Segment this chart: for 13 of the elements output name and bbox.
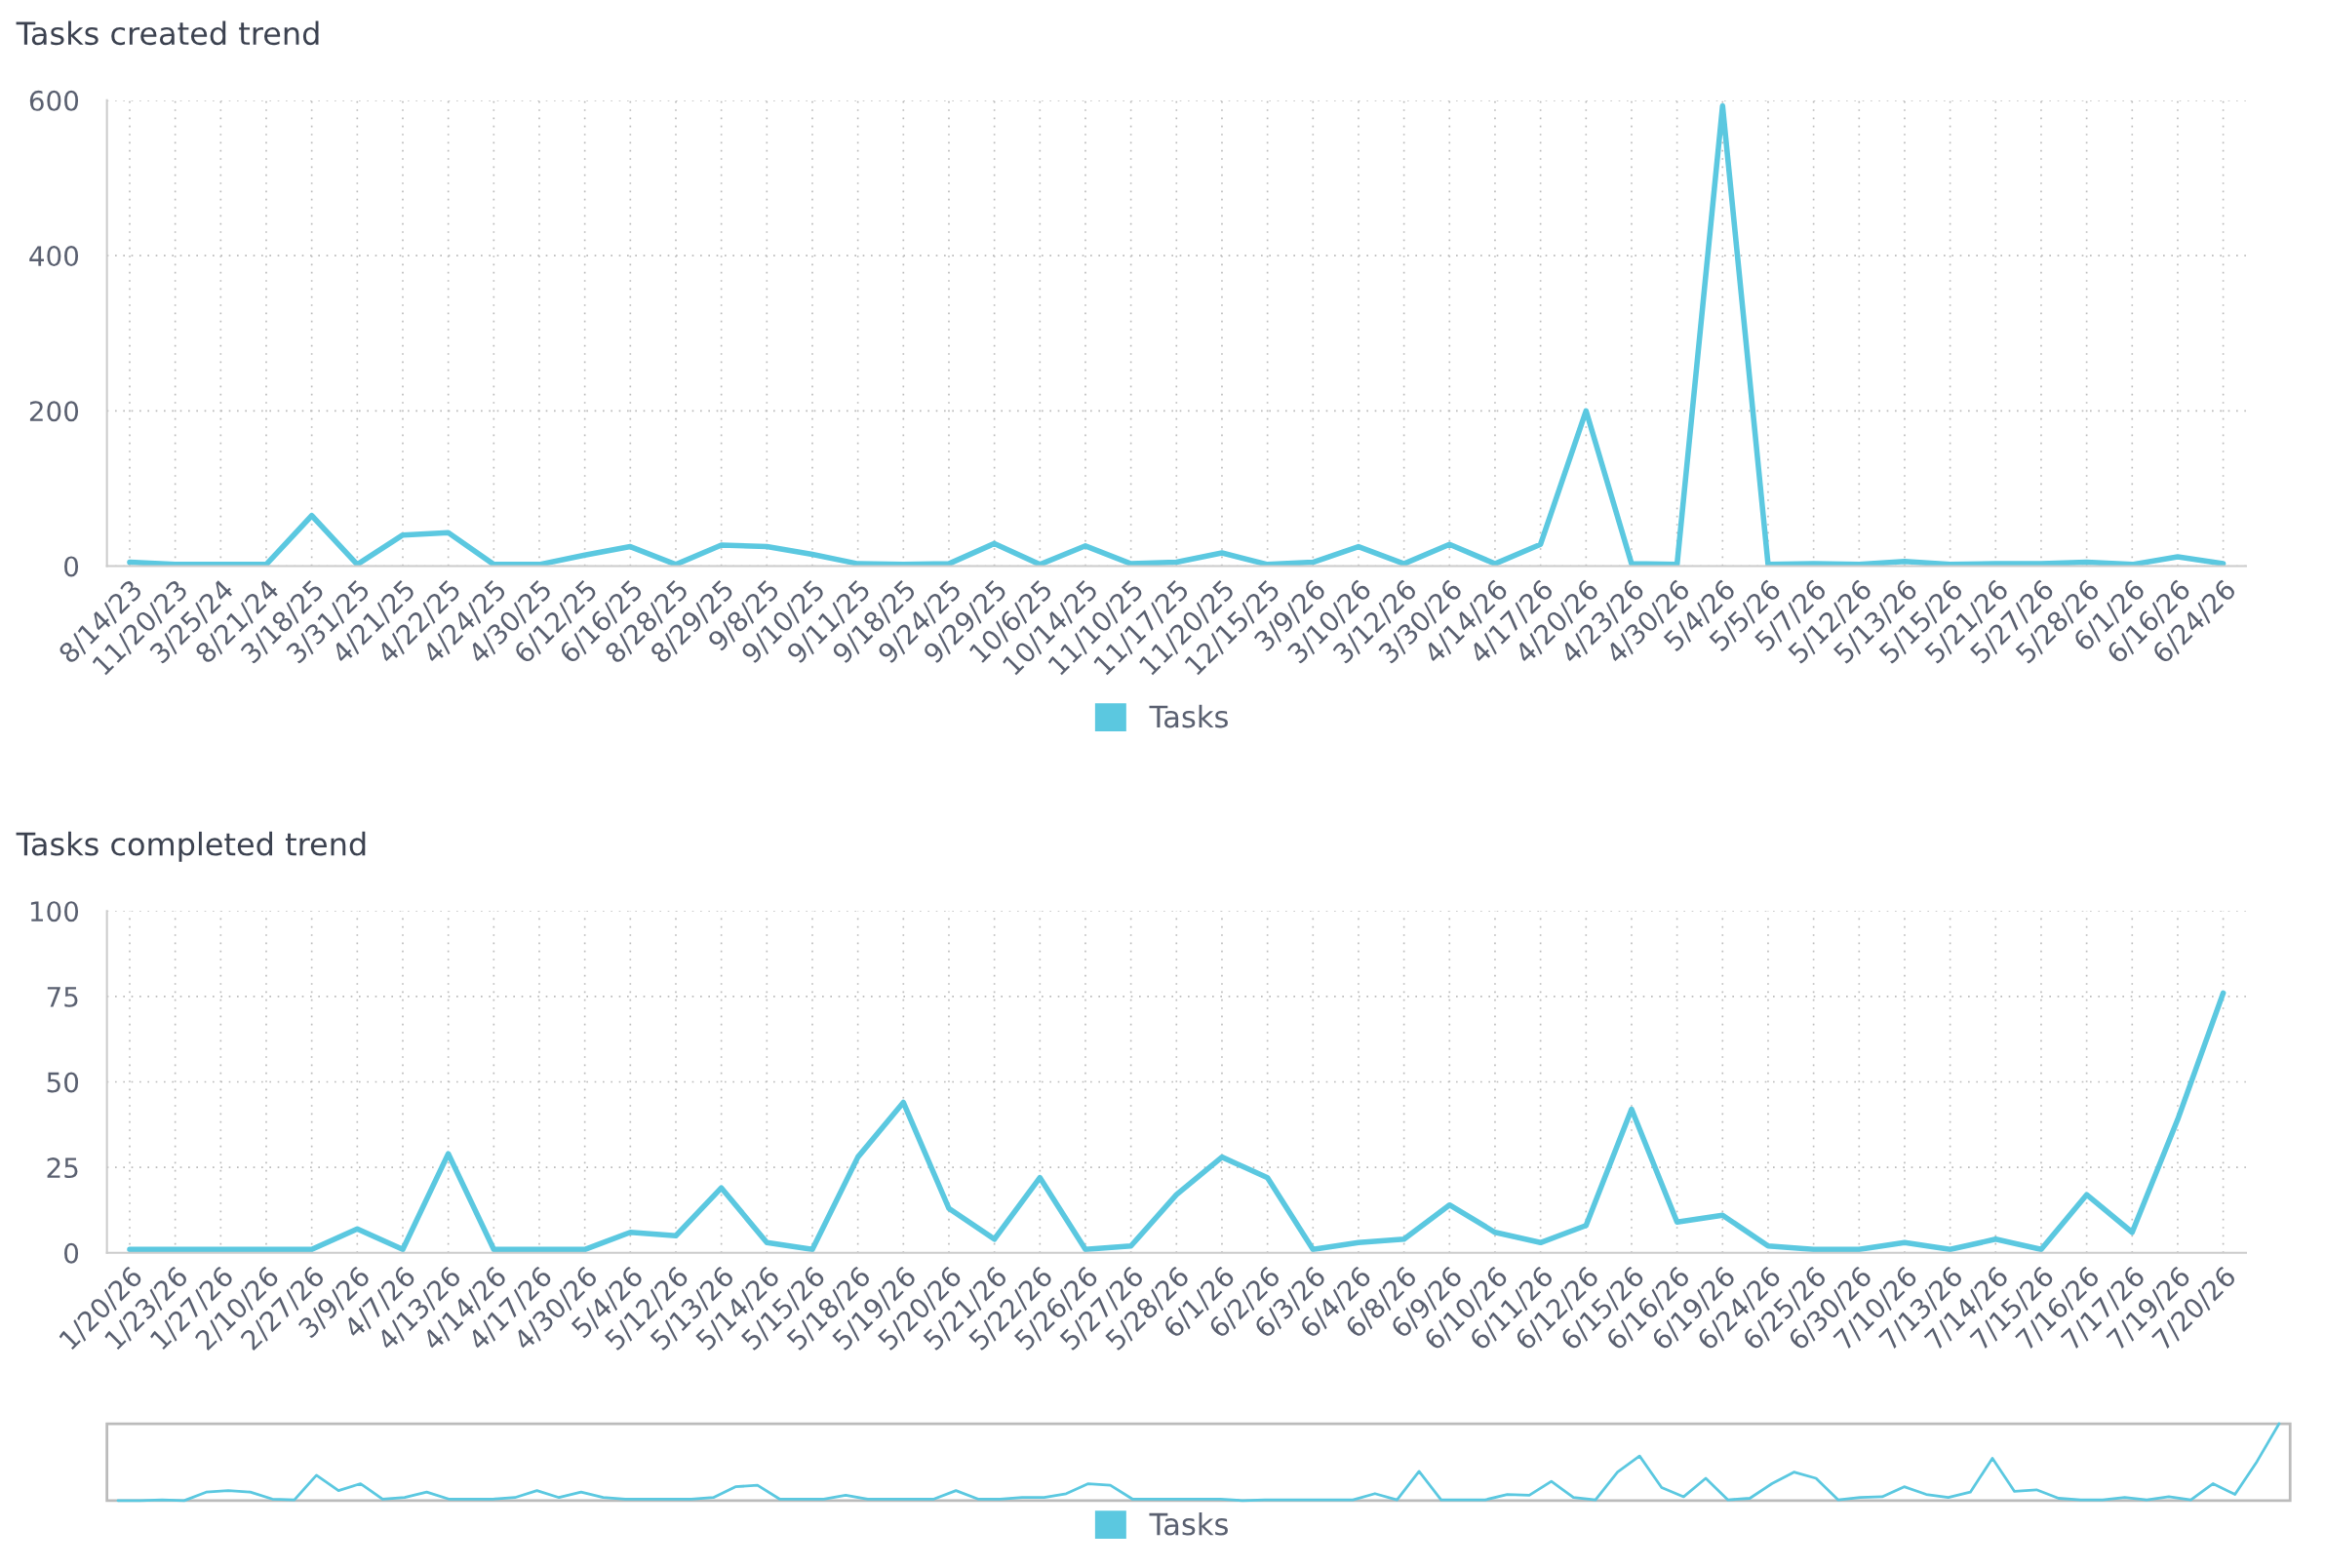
y-tick-label: 75 <box>47 987 78 1007</box>
y-tick-label: 400 <box>29 246 79 267</box>
y-tick-label: 0 <box>64 1242 79 1264</box>
y-tick-label: 100 <box>30 901 79 922</box>
y-tick-label: 0 <box>64 556 79 577</box>
legend-label: Tasks <box>1149 1511 1228 1536</box>
y-tick-label: 600 <box>29 90 79 111</box>
y-tick-label: 200 <box>29 401 79 422</box>
y-tick-label: 50 <box>47 1072 79 1093</box>
chart-title: Tasks completed trend <box>16 831 366 862</box>
y-tick-label: 25 <box>47 1157 78 1179</box>
legend-label: Tasks <box>1149 704 1228 728</box>
chart-title: Tasks created trend <box>16 20 319 46</box>
